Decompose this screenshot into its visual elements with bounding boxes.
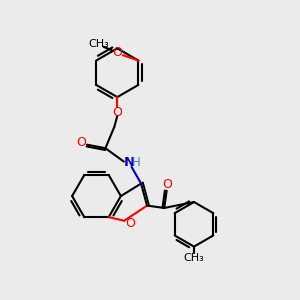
Text: O: O: [125, 217, 135, 230]
Text: CH₃: CH₃: [184, 254, 204, 263]
Text: O: O: [76, 136, 86, 149]
Text: O: O: [112, 46, 122, 59]
Text: H: H: [132, 156, 141, 169]
Text: O: O: [162, 178, 172, 191]
Text: O: O: [112, 106, 122, 119]
Text: CH₃: CH₃: [88, 39, 109, 49]
Text: N: N: [123, 156, 134, 169]
